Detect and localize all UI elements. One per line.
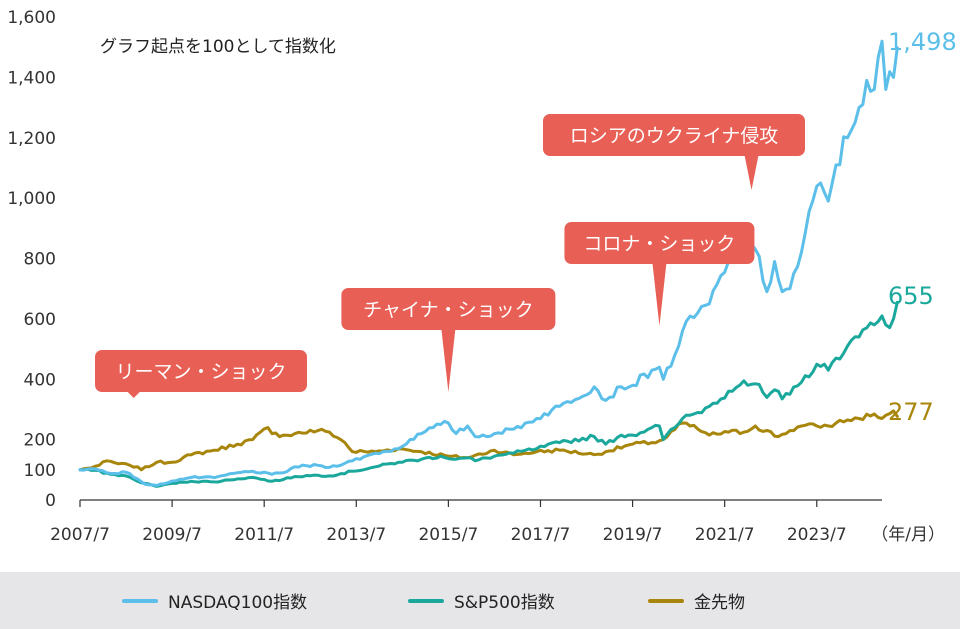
annotation-pointer [652,263,667,326]
x-tick-label: 2023/7 [787,525,847,545]
end-labels-group: 1,498 655 277 [888,28,957,426]
legend-item-gold: 金先物 [648,572,745,629]
x-axis: 2007/7 2009/7 2011/7 2013/7 2015/7 2017/7 2019… [50,500,847,545]
x-tick-label: 2013/7 [326,525,386,545]
series-line-0 [78,39,899,487]
annotation-callout: チャイナ・ショック [341,288,556,392]
annotations-group: リーマン・ショック チャイナ・ショック コロナ・ショック ロシアのウクライナ侵攻 [95,114,805,398]
annotation-pointer [441,329,456,392]
y-tick-label: 0 [45,491,56,511]
series-line-1 [78,300,899,488]
annotation-box [543,114,805,156]
legend-label-gold: 金先物 [694,593,745,613]
legend-label-sp500: S&P500指数 [454,593,555,613]
x-tick-label: 2007/7 [50,525,110,545]
annotation-callout: コロナ・ショック [564,222,755,326]
legend: NASDAQ100指数 S&P500指数 金先物 [0,572,960,629]
annotation-text: リーマン・ショック [115,361,286,383]
legend-item-nasdaq: NASDAQ100指数 [122,572,307,629]
legend-swatch-nasdaq [122,598,158,603]
legend-swatch-sp500 [408,598,444,603]
annotation-pointer [744,155,759,190]
series-group [78,39,899,488]
annotation-box [341,288,556,330]
y-tick-label: 1,200 [7,129,56,149]
annotation-callout: ロシアのウクライナ侵攻 [543,114,805,190]
x-tick-label: 2019/7 [603,525,663,545]
x-tick-label: 2011/7 [234,525,294,545]
y-tick-label: 100 [24,461,56,481]
chart-note: グラフ起点を100として指数化 [100,37,336,57]
y-tick-label: 600 [24,310,56,330]
end-label-0: 1,498 [888,28,957,56]
y-tick-label: 400 [24,370,56,390]
y-tick-label: 1,600 [7,8,56,28]
legend-item-sp500: S&P500指数 [408,572,555,629]
y-tick-label: 200 [24,431,56,451]
legend-label-nasdaq: NASDAQ100指数 [168,593,308,613]
x-tick-label: 2021/7 [695,525,755,545]
annotation-box [564,222,755,264]
annotation-pointer [126,391,141,398]
line-chart: 0 100 200 400 600 800 1,000 1,200 1,400 1,600 200… [7,8,957,545]
legend-swatch-gold [648,598,684,603]
y-tick-label: 800 [24,250,56,270]
x-tick-label: 2015/7 [418,525,478,545]
x-unit-label: （年/月） [871,525,945,545]
y-tick-label: 1,000 [7,189,56,209]
series-line-2 [78,409,899,472]
end-label-1: 655 [888,282,934,310]
y-axis: 0 100 200 400 600 800 1,000 1,200 1,400 1,600 [7,8,56,511]
annotation-callout: リーマン・ショック [95,350,307,398]
y-tick-label: 1,400 [7,68,56,88]
annotation-text: チャイナ・ショック [363,299,533,321]
annotation-text: コロナ・ショック [583,233,735,255]
end-label-2: 277 [888,398,934,426]
x-tick-label: 2017/7 [511,525,571,545]
x-tick-label: 2009/7 [142,525,202,545]
annotation-box [95,350,307,392]
annotation-text: ロシアのウクライナ侵攻 [570,125,779,147]
